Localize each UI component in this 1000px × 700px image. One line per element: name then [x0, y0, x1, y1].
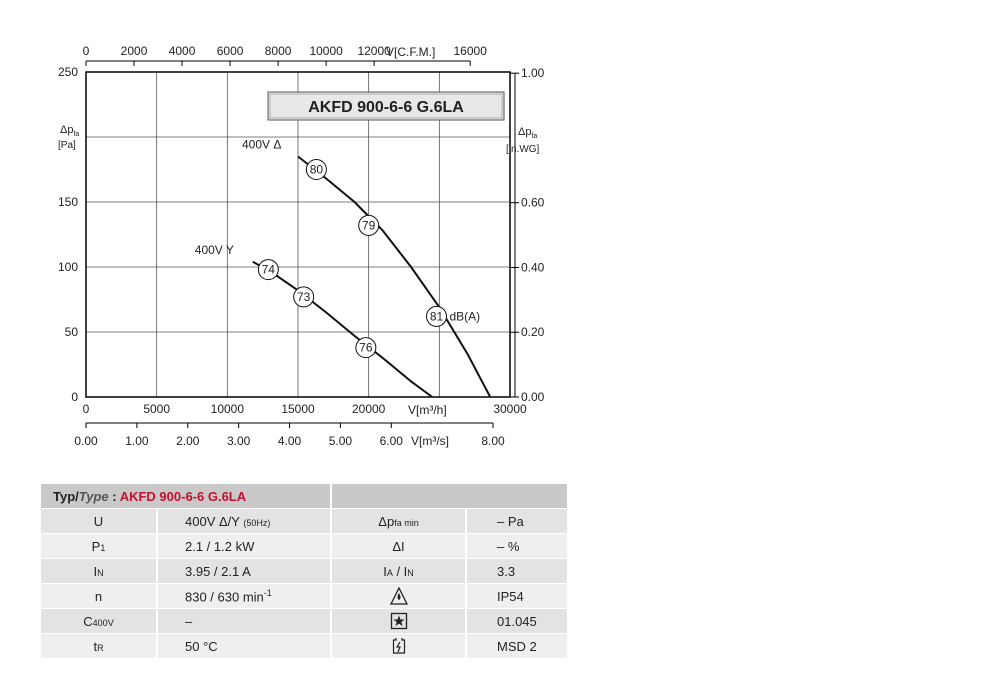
bottom-axis2-tick-label: 3.00: [227, 434, 251, 448]
right-axis-label: Δpfa: [518, 126, 537, 140]
top-axis-label: V[C.F.M.]: [386, 45, 435, 59]
right-axis-tick-label: 0.40: [521, 260, 545, 274]
dba-annotation: dB(A): [450, 309, 481, 323]
bottom-axis2-tick-label: 4.00: [278, 434, 302, 448]
right-axis-tick-label: 0.00: [521, 390, 545, 404]
top-axis-tick-label: 2000: [121, 44, 148, 58]
table-row: tR 50 °C MSD 2: [41, 633, 567, 659]
top-axis-tick-label: 12000: [357, 44, 391, 58]
table-row: U 400V Δ/Y (50Hz) Δpfa min – Pa: [41, 508, 567, 534]
motor-protection-icon: [392, 638, 405, 654]
y-axis-unit: [Pa]: [58, 140, 76, 151]
right-axis-tick-label: 0.60: [521, 196, 545, 210]
performance-chart: 0 5000 10000 15000 20000 30000 0 50 100 150 250 0 20…: [58, 44, 545, 448]
top-axis-tick-label: 0: [83, 44, 90, 58]
top-axis-tick-label: 16000: [454, 44, 488, 58]
db-marker-label: 81: [430, 309, 444, 323]
table-row: IN 3.95 / 2.1 A IA / IN 3.3: [41, 558, 567, 584]
x-tick-label: 10000: [211, 402, 245, 416]
x-tick-label: 5000: [143, 402, 170, 416]
top-axis-tick-label: 4000: [169, 44, 196, 58]
top-axis-tick-label: 8000: [265, 44, 292, 58]
y-tick-label: 150: [58, 195, 78, 209]
bottom-axis2-tick-label: 8.00: [481, 434, 505, 448]
bottom-axis2-tick-label: 5.00: [329, 434, 353, 448]
chart-title: AKFD 900-6-6 G.6LA: [308, 99, 464, 116]
x-axis-label: V[m³/h]: [408, 403, 447, 417]
bottom-axis2-tick-label: 1.00: [125, 434, 149, 448]
ip-protection-icon: [389, 587, 408, 605]
table-row: P1 2.1 / 1.2 kW ΔI – %: [41, 533, 567, 559]
star-box-icon: [390, 612, 407, 630]
db-marker-label: 76: [359, 341, 373, 355]
spec-table-header: Typ/Type : AKFD 900-6-6 G.6LA: [41, 484, 567, 509]
right-axis-tick-label: 0.20: [521, 325, 545, 339]
bottom-axis2-label: V[m³/s]: [411, 434, 449, 448]
bottom-axis2-tick-label: 6.00: [380, 434, 404, 448]
x-tick-label: 20000: [352, 402, 386, 416]
bottom-axis2-tick-label: 2.00: [176, 434, 200, 448]
table-row: n 830 / 630 min-1 IP54: [41, 583, 567, 609]
param-symbol: U: [93, 513, 104, 529]
db-marker: [358, 214, 380, 236]
db-marker-label: 80: [310, 163, 324, 177]
db-marker-label: 74: [262, 263, 276, 277]
series-layer: 400V Δ 80 79 81 400V Y 74 73 76 dB(A): [195, 138, 492, 398]
chart-grid: [86, 72, 510, 397]
type-label: Typ/: [53, 488, 79, 504]
right-axis-tick-label: 1.00: [521, 66, 545, 80]
series-line-0: [297, 155, 492, 398]
db-marker: [257, 259, 279, 281]
param-symbol-2: Δp: [378, 513, 395, 529]
db-marker: [305, 159, 327, 180]
chart-title-box: AKFD 900-6-6 G.6LA: [267, 91, 505, 121]
type-label-en: Type: [78, 488, 109, 504]
param-value: 400V Δ/Y: [185, 513, 240, 529]
y-tick-label: 100: [58, 260, 78, 274]
chart-axes: 0 5000 10000 15000 20000 30000 0 50 100 150 250 0 20…: [58, 44, 545, 448]
x-tick-label: 15000: [281, 402, 315, 416]
top-axis-tick-label: 10000: [309, 44, 343, 58]
param-value-2: – Pa: [497, 513, 524, 529]
y-tick-label: 50: [65, 325, 79, 339]
bottom-axis2-tick-label: 0.00: [74, 434, 98, 448]
top-axis-tick-label: 6000: [217, 44, 244, 58]
db-marker: [426, 305, 448, 327]
spec-table: Typ/Type : AKFD 900-6-6 G.6LA U 400V Δ/Y…: [41, 484, 567, 659]
y-tick-label: 250: [58, 65, 78, 79]
y-tick-label: 0: [71, 390, 78, 404]
series-label-0: 400V Δ: [242, 138, 281, 152]
x-tick-label: 0: [83, 402, 90, 416]
x-tick-label: 30000: [493, 402, 527, 416]
right-axis-unit: [in.WG]: [506, 144, 540, 155]
table-row: C400V – 01.045: [41, 608, 567, 634]
series-label-1: 400V Y: [195, 243, 234, 257]
plot-frame: [85, 71, 511, 398]
db-marker-label: 79: [362, 218, 376, 232]
db-marker: [293, 286, 315, 308]
model-name: AKFD 900-6-6 G.6LA: [119, 488, 247, 504]
y-axis-label: Δpfa: [60, 124, 79, 138]
db-marker-label: 73: [297, 290, 311, 304]
series-line-1: [252, 260, 433, 398]
db-marker: [355, 337, 377, 359]
